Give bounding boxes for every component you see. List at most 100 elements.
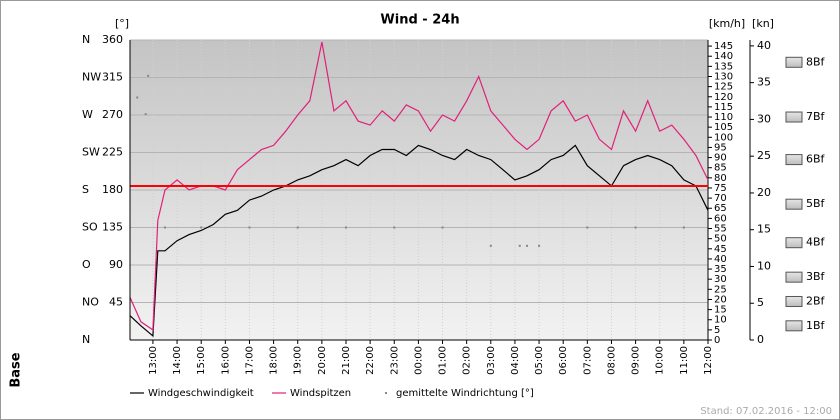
beaufort-box xyxy=(785,56,803,68)
legend-label: Windgeschwindigkeit xyxy=(148,388,254,399)
compass-label: S xyxy=(82,183,89,196)
y-tick-label: 90 xyxy=(109,258,123,271)
footer: Stand: 07.02.2016 - 12:00 xyxy=(700,406,832,417)
y3-tick-label: 10 xyxy=(757,259,771,272)
direction-point xyxy=(586,226,589,229)
y3-tick-label: 35 xyxy=(757,76,771,89)
y3-axis-label: [kn] xyxy=(752,17,774,30)
y-tick-label: 225 xyxy=(102,146,123,159)
direction-point xyxy=(163,226,166,229)
logo: Base xyxy=(9,352,24,387)
direction-point xyxy=(393,226,396,229)
direction-point xyxy=(682,226,685,229)
y2-tick-label: 120 xyxy=(714,92,733,103)
y3-tick-label: 0 xyxy=(757,333,764,346)
beaufort-label: 8Bf xyxy=(806,55,826,68)
x-tick-label: 13:00 xyxy=(148,346,159,375)
compass-label: W xyxy=(82,108,93,121)
y3-tick-label: 5 xyxy=(757,296,764,309)
chart-title: Wind - 24h xyxy=(380,13,459,28)
beaufort-label: 1Bf xyxy=(806,319,826,332)
y2-tick-label: 90 xyxy=(714,153,727,164)
x-tick-label: 19:00 xyxy=(293,346,304,375)
x-tick-label: 03:00 xyxy=(486,346,497,375)
compass-label: NO xyxy=(82,296,99,309)
direction-point xyxy=(296,226,299,229)
compass-label: NW xyxy=(82,71,101,84)
y-tick-label: 315 xyxy=(102,71,123,84)
y2-tick-label: 30 xyxy=(714,274,727,285)
x-tick-label: 15:00 xyxy=(196,346,207,375)
direction-point xyxy=(538,244,541,247)
x-tick-label: 11:00 xyxy=(679,346,690,375)
x-tick-label: 06:00 xyxy=(558,346,569,375)
x-tick-label: 05:00 xyxy=(534,346,545,375)
y2-tick-label: 110 xyxy=(714,112,733,123)
x-tick-label: 22:00 xyxy=(365,346,376,375)
y2-tick-label: 0 xyxy=(714,335,720,346)
beaufort-box xyxy=(785,154,803,166)
y2-tick-label: 5 xyxy=(714,325,720,336)
y-tick-label: 45 xyxy=(109,296,123,309)
y2-tick-label: 10 xyxy=(714,315,727,326)
beaufort-label: 7Bf xyxy=(806,110,826,123)
y2-tick-label: 20 xyxy=(714,294,727,305)
beaufort-label: 3Bf xyxy=(806,270,826,283)
y-tick-label: 270 xyxy=(102,108,123,121)
y2-tick-label: 105 xyxy=(714,122,733,133)
direction-point xyxy=(518,244,521,247)
direction-point xyxy=(441,226,444,229)
x-tick-label: 01:00 xyxy=(438,346,449,375)
direction-point xyxy=(147,74,150,77)
x-tick-label: 09:00 xyxy=(631,346,642,375)
y2-tick-label: 35 xyxy=(714,264,727,275)
x-tick-label: 21:00 xyxy=(341,346,352,375)
compass-label: O xyxy=(82,258,91,271)
y2-tick-label: 145 xyxy=(714,41,733,52)
y2-tick-label: 45 xyxy=(714,244,727,255)
legend-label: Windspitzen xyxy=(290,388,351,399)
compass-label: SO xyxy=(82,221,98,234)
beaufort-label: 5Bf xyxy=(806,197,826,210)
y3-tick-label: 15 xyxy=(757,223,771,236)
y3-tick-label: 30 xyxy=(757,112,771,125)
x-tick-label: 16:00 xyxy=(220,346,231,375)
y-axis-label: [°] xyxy=(115,17,129,30)
y2-tick-label: 75 xyxy=(714,183,727,194)
y2-tick-label: 55 xyxy=(714,224,727,235)
beaufort-label: 6Bf xyxy=(806,153,826,166)
y3-tick-label: 25 xyxy=(757,149,771,162)
x-tick-label: 17:00 xyxy=(244,346,255,375)
y2-tick-label: 70 xyxy=(714,193,727,204)
y2-tick-label: 135 xyxy=(714,61,733,72)
x-tick-label: 23:00 xyxy=(389,346,400,375)
compass-label: SW xyxy=(82,146,100,159)
beaufort-box xyxy=(785,198,803,210)
direction-point xyxy=(489,244,492,247)
beaufort-label: 2Bf xyxy=(806,294,826,307)
y2-tick-label: 125 xyxy=(714,82,733,93)
compass-label: N xyxy=(82,333,90,346)
legend-swatch xyxy=(385,392,387,394)
direction-point xyxy=(344,226,347,229)
y2-tick-label: 60 xyxy=(714,213,727,224)
y-tick-label: 180 xyxy=(102,183,123,196)
compass-label: N xyxy=(82,33,90,46)
y2-tick-label: 140 xyxy=(714,51,733,62)
y3-tick-label: 20 xyxy=(757,186,771,199)
y3-tick-label: 40 xyxy=(757,39,771,52)
direction-point xyxy=(248,226,251,229)
direction-point xyxy=(525,244,528,247)
direction-point xyxy=(144,113,147,116)
beaufort-label: 4Bf xyxy=(806,236,826,249)
y2-tick-label: 130 xyxy=(714,71,733,82)
legend-label: gemittelte Windrichtung [°] xyxy=(396,388,534,399)
y2-tick-label: 115 xyxy=(714,102,733,113)
y2-tick-label: 100 xyxy=(714,132,733,143)
beaufort-box xyxy=(785,271,803,283)
beaufort-box xyxy=(785,320,803,332)
beaufort-box xyxy=(785,295,803,307)
x-tick-label: 20:00 xyxy=(317,346,328,375)
beaufort-box xyxy=(785,237,803,249)
